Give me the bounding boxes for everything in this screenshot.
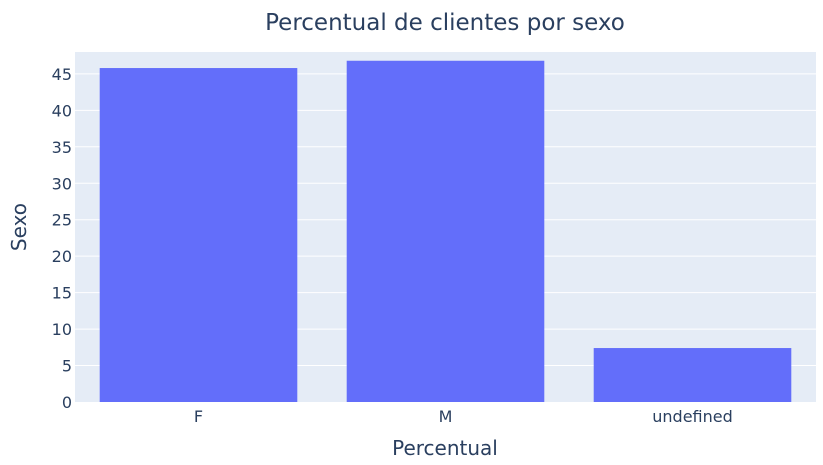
y-tick-label: 45: [52, 65, 72, 84]
y-axis-ticks: 0 5 10 15 20 25 30 35 40 45: [52, 65, 72, 412]
y-tick-label: 35: [52, 138, 72, 157]
y-tick-label: 5: [62, 357, 72, 376]
y-tick-label: 15: [52, 284, 72, 303]
x-tick-label: undefined: [652, 407, 733, 426]
y-tick-label: 40: [52, 101, 72, 120]
x-axis-title: Percentual: [392, 436, 498, 460]
y-tick-label: 25: [52, 211, 72, 230]
x-tick-label: F: [194, 407, 203, 426]
y-tick-label: 10: [52, 320, 72, 339]
bars: [99, 60, 792, 403]
y-tick-label: 0: [62, 393, 72, 412]
bar-F[interactable]: [99, 68, 298, 403]
x-tick-label: M: [439, 407, 453, 426]
bar-M[interactable]: [346, 60, 545, 402]
chart-title: Percentual de clientes por sexo: [265, 10, 625, 36]
y-tick-label: 20: [52, 247, 72, 266]
bar-undefined[interactable]: [593, 348, 792, 402]
y-axis-title: Sexo: [7, 203, 31, 251]
y-tick-label: 30: [52, 174, 72, 193]
